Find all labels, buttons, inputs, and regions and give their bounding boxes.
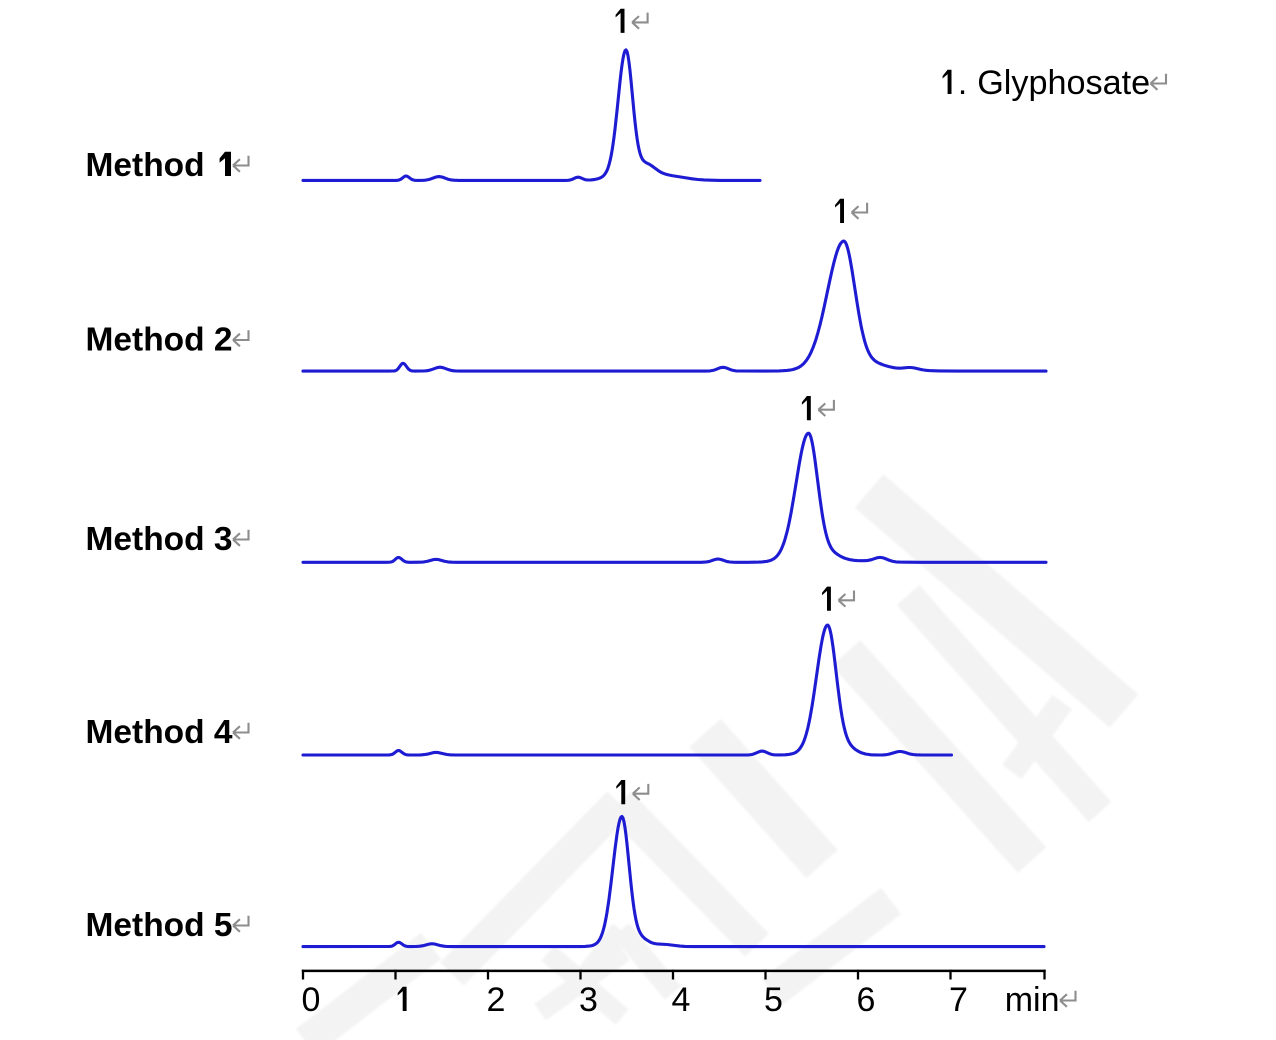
svg-text:Method: Method [86, 147, 205, 184]
svg-text:5: 5 [214, 907, 233, 944]
svg-text:2: 2 [487, 981, 506, 1019]
svg-text:2: 2 [214, 322, 233, 359]
svg-text:Method: Method [86, 322, 205, 359]
svg-text:.: . [958, 65, 967, 102]
svg-text:Method: Method [86, 714, 205, 751]
svg-text:7: 7 [949, 981, 968, 1019]
svg-text:0: 0 [302, 981, 321, 1019]
svg-text:4: 4 [672, 981, 691, 1019]
svg-text:5: 5 [764, 981, 783, 1019]
svg-text:4: 4 [214, 714, 233, 751]
svg-text:Method: Method [86, 907, 205, 944]
svg-text:6: 6 [857, 981, 876, 1019]
svg-text:3: 3 [579, 981, 598, 1019]
svg-text:Glyphosate: Glyphosate [977, 64, 1150, 102]
svg-text:min: min [1005, 981, 1060, 1019]
svg-text:Method: Method [86, 521, 205, 558]
svg-text:3: 3 [214, 521, 233, 558]
